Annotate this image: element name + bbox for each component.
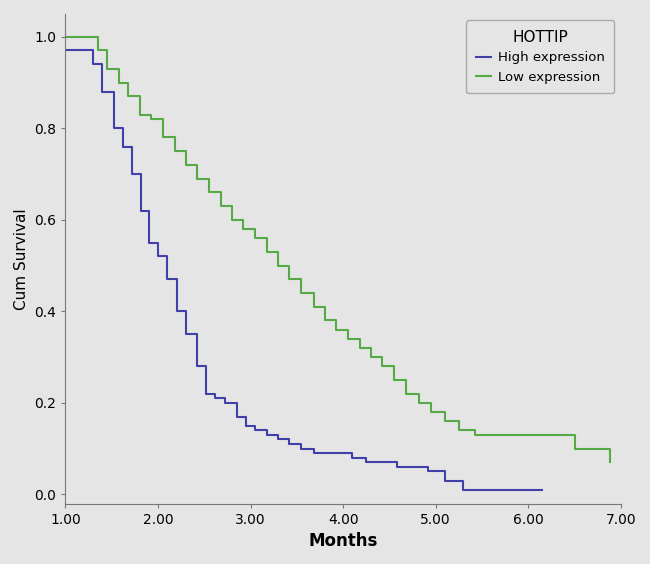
Legend: High expression, Low expression: High expression, Low expression <box>467 20 614 93</box>
X-axis label: Months: Months <box>309 532 378 550</box>
Y-axis label: Cum Survival: Cum Survival <box>14 208 29 310</box>
